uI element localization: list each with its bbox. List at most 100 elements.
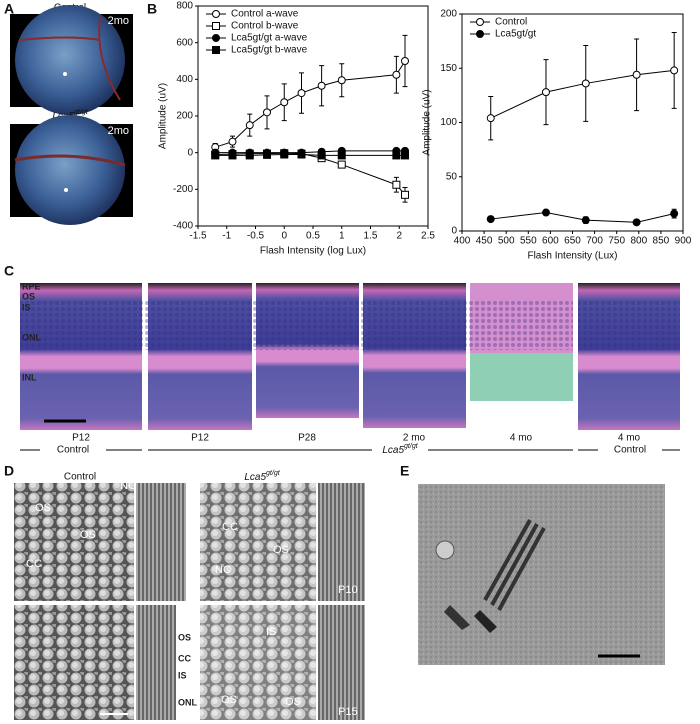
y-tick-label: 200 <box>440 9 457 20</box>
marker <box>541 208 550 217</box>
age-label: 4 mo <box>510 433 533 444</box>
age-label: P10 <box>338 584 358 596</box>
x-tick-label: 2 <box>396 231 402 242</box>
marker <box>211 151 220 160</box>
y-tick-label: 800 <box>176 1 193 12</box>
layer-label: CC <box>178 653 191 663</box>
age-label: P12 <box>72 433 90 444</box>
age-label: 4 mo <box>618 433 641 444</box>
layer-label: IS <box>178 670 187 680</box>
y-tick-label: -400 <box>173 221 193 232</box>
x-tick-label: 0.5 <box>306 231 320 242</box>
x-tick-label: 700 <box>586 236 603 247</box>
legend-label: Control a-wave <box>231 9 299 20</box>
marker <box>280 150 289 159</box>
layer-label: OS <box>22 291 35 301</box>
marker <box>337 76 346 85</box>
genotype: gt/gt <box>266 470 281 477</box>
legend-marker <box>476 18 484 26</box>
x-tick-label: 450 <box>476 236 493 247</box>
legend-label: Control b-wave <box>231 21 299 32</box>
age-label: P15 <box>338 706 358 718</box>
group-label: Control <box>57 445 89 456</box>
sem-image <box>14 483 134 601</box>
sem-image <box>318 483 365 601</box>
legend-marker <box>212 46 220 54</box>
legend-label: Lca5gt/gt <box>495 29 536 40</box>
marker <box>337 160 346 169</box>
y-tick-label: 600 <box>176 37 193 48</box>
annotation: OS <box>35 502 51 514</box>
age-label: 2mo <box>108 125 129 137</box>
x-tick-label: 400 <box>454 236 471 247</box>
marker <box>581 216 590 225</box>
annotation: CC <box>222 521 238 533</box>
age-label: 2mo <box>108 15 129 27</box>
marker <box>317 81 326 90</box>
series-line <box>215 154 405 156</box>
annotation: OS <box>273 544 289 556</box>
x-tick-label: 750 <box>608 236 625 247</box>
vesicle <box>435 540 455 560</box>
y-tick-label: -200 <box>173 184 193 195</box>
marker <box>280 98 289 107</box>
fundus <box>15 115 125 225</box>
x-tick-label: -1 <box>222 231 231 242</box>
age-label: P28 <box>298 433 316 444</box>
legend-label: Control <box>495 17 527 28</box>
x-tick-label: 800 <box>630 236 647 247</box>
basal-body <box>474 610 497 633</box>
histology-image <box>470 353 573 401</box>
age-label: 2 mo <box>403 433 426 444</box>
x-tick-label: 1.5 <box>364 231 378 242</box>
basal-body <box>444 605 470 630</box>
group-label: Lca5gt/gt <box>382 443 418 456</box>
charts: -1.5 -1 -0.5 0 0.5 1 1.5 2 2.5 -400 -200 0 200 400 600… <box>158 1 692 262</box>
layer-label: INL <box>22 372 37 382</box>
layer-label: OS <box>178 632 191 642</box>
marker <box>297 150 306 159</box>
x-tick-label: 1 <box>339 231 345 242</box>
x-axis-label: Flash Intensity (log Lux) <box>260 246 366 257</box>
series-line <box>215 150 405 154</box>
marker <box>337 151 346 160</box>
y-tick-label: 0 <box>187 147 193 158</box>
marker <box>401 151 409 160</box>
annotation: CC <box>26 558 42 570</box>
marker <box>245 151 254 160</box>
x-tick-label: 600 <box>542 236 559 247</box>
gene: Lca5 <box>244 472 266 483</box>
marker <box>392 180 401 189</box>
y-tick-label: 150 <box>440 63 457 74</box>
gene: Lca5 <box>382 445 404 456</box>
annotation: NC <box>120 480 136 492</box>
reflex <box>64 188 68 192</box>
marker <box>670 66 679 75</box>
marker <box>486 215 495 224</box>
nuclei <box>578 300 680 350</box>
x-tick-label: 900 <box>675 236 692 247</box>
image-title: Lca5gt/gt <box>244 470 280 483</box>
marker <box>632 218 641 227</box>
sem-image <box>136 483 186 601</box>
panel-label: C <box>4 263 14 279</box>
panel-label: B <box>147 1 157 17</box>
plot-frame <box>461 13 684 232</box>
layer-label: ONL <box>178 697 198 707</box>
marker <box>486 114 495 123</box>
marker <box>245 121 254 130</box>
marker <box>541 88 550 97</box>
y-axis-label: Amplitude (uV) <box>158 83 169 149</box>
vessel <box>14 154 126 167</box>
annotation: OS <box>221 694 237 706</box>
y-tick-label: 0 <box>451 226 457 237</box>
marker <box>317 151 326 160</box>
sem-image <box>136 605 176 720</box>
legend-marker <box>212 10 220 18</box>
sem-image <box>200 483 316 601</box>
tem-image <box>418 484 665 665</box>
marker <box>392 151 401 160</box>
annotation: OS <box>80 529 96 541</box>
legend-marker <box>476 30 484 38</box>
